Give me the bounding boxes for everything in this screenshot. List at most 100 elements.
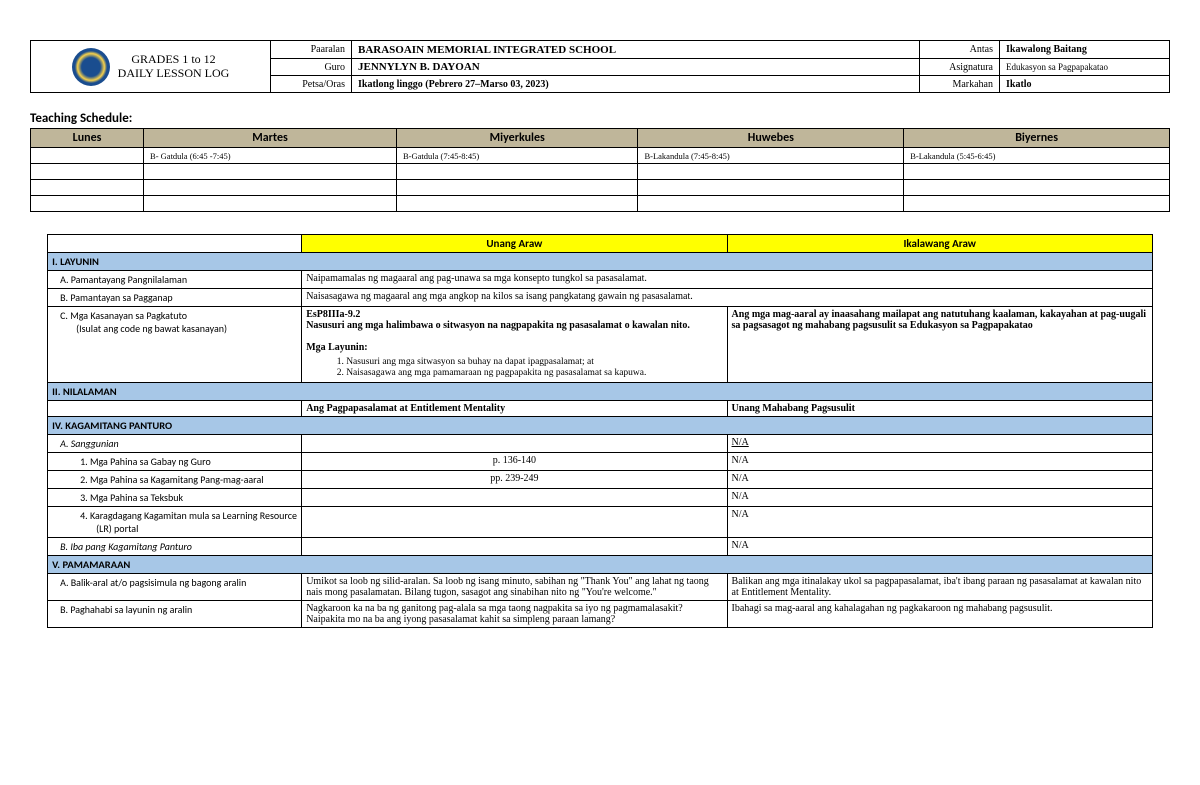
value-guro: JENNYLYN B. DAYOAN [351,58,919,75]
kagamitan-4-d2: N/A [727,507,1152,538]
sched-cell [638,164,904,180]
kagamitan-a-label: A. Sanggunian [48,435,302,453]
kagamitan-2-label: 2. Mga Pahina sa Kagamitang Pang-mag-aar… [48,471,302,489]
layunin-c-label-line2: (Isulat ang code ng bawat kasanayan) [76,322,227,335]
kagamitan-1-d1: p. 136-140 [302,453,727,471]
label-petsa: Petsa/Oras [271,75,351,92]
kagamitan-4-d1 [302,507,727,538]
section-pamamaraan-label: V. PAMAMARAAN [48,556,1153,574]
schedule-title: Teaching Schedule: [30,111,1170,126]
schedule-row [31,196,1170,212]
sched-h-lunes: Lunes [31,129,144,148]
row-kagamitan-a: A. Sanggunian N/A [48,435,1153,453]
kagamitan-b-d1 [302,538,727,556]
layunin-c-d1: EsP8IIIa-9.2 Nasusuri ang mga halimbawa … [302,307,727,383]
schedule-header-row: Lunes Martes Miyerkules Huwebes Biyernes [31,129,1170,148]
sched-h-huwebes: Huwebes [638,129,904,148]
nilalaman-d1: Ang Pagpapasalamat at Entitlement Mental… [302,401,727,417]
layunin-b-val: Naisasagawa ng magaaral ang mga angkop n… [302,289,1153,307]
sched-cell [31,180,144,196]
layunin-c-label: C. Mga Kasanayan sa Pagkatuto (Isulat an… [48,307,302,383]
pamamaraan-b-d2: Ibahagi sa mag-aaral ang kahalagahan ng … [727,601,1152,628]
label-guro: Guro [271,58,351,75]
kagamitan-2-d2: N/A [727,471,1152,489]
day-header-row: Unang Araw Ikalawang Araw [48,235,1153,253]
layunin-a-label: A. Pamantayang Pangnilalaman [48,271,302,289]
row-kagamitan-1: 1. Mga Pahina sa Gabay ng Guro p. 136-14… [48,453,1153,471]
kagamitan-b-d2: N/A [727,538,1152,556]
mga-layunin-heading: Mga Layunin: [306,342,367,353]
section-kagamitan-label: IV. KAGAMITANG PANTURO [48,417,1153,435]
kagamitan-1-d2: N/A [727,453,1152,471]
schedule-row [31,164,1170,180]
day2-header: Ikalawang Araw [727,235,1152,253]
row-layunin-c: C. Mga Kasanayan sa Pagkatuto (Isulat an… [48,307,1153,383]
sched-cell [397,196,638,212]
layunin-a-val: Naipamamalas ng magaaral ang pag-unawa s… [302,271,1153,289]
row-kagamitan-2: 2. Mga Pahina sa Kagamitang Pang-mag-aar… [48,471,1153,489]
kagamitan-3-d1 [302,489,727,507]
row-kagamitan-3: 3. Mga Pahina sa Teksbuk N/A [48,489,1153,507]
value-antas: Ikawalong Baitang [999,41,1169,58]
sched-cell [144,196,397,212]
section-pamamaraan: V. PAMAMARAAN [48,556,1153,574]
layunin-b-label: B. Pamantayan sa Pagganap [48,289,302,307]
row-kagamitan-4: 4. Karagdagang Kagamitan mula sa Learnin… [48,507,1153,538]
schedule-row [31,180,1170,196]
sched-cell [904,196,1170,212]
schedule-row: B- Gatdula (6:45 -7:45) B-Gatdula (7:45-… [31,148,1170,164]
kagamitan-3-label: 3. Mga Pahina sa Teksbuk [48,489,302,507]
sched-cell [638,196,904,212]
layunin-obj1: Nasusuri ang mga sitwasyon sa buhay na d… [346,357,722,367]
kagamitan-1-label: 1. Mga Pahina sa Gabay ng Guro [48,453,302,471]
empty-cell [48,235,302,253]
layunin-list: Nasusuri ang mga sitwasyon sa buhay na d… [346,357,722,378]
value-paaralan: BARASOAIN MEMORIAL INTEGRATED SCHOOL [351,41,919,58]
schedule-table: Lunes Martes Miyerkules Huwebes Biyernes… [30,128,1170,212]
label-markahan: Markahan [919,75,999,92]
layunin-c-code: EsP8IIIa-9.2 [306,309,360,320]
label-paaralan: Paaralan [271,41,351,58]
pamamaraan-a-d1: Umikot sa loob ng silid-aralan. Sa loob … [302,574,727,601]
kagamitan-a-d2: N/A [727,435,1152,453]
kagamitan-b-label: B. Iba pang Kagamitang Panturo [48,538,302,556]
document-header: GRADES 1 to 12 DAILY LESSON LOG Paaralan… [30,40,1170,93]
pamamaraan-b-d1: Nagkaroon ka na ba ng ganitong pag-alala… [302,601,727,628]
layunin-c-d2: Ang mga mag-aaral ay inaasahang mailapat… [727,307,1152,383]
sched-cell [904,180,1170,196]
pamamaraan-b-label: B. Paghahabi sa layunin ng aralin [48,601,302,628]
kagamitan-a-d1 [302,435,727,453]
row-kagamitan-b: B. Iba pang Kagamitang Panturo N/A [48,538,1153,556]
sched-cell [31,196,144,212]
section-layunin-label: I. LAYUNIN [48,253,1153,271]
row-layunin-b: B. Pamantayan sa Pagganap Naisasagawa ng… [48,289,1153,307]
pamamaraan-a-label: A. Balik-aral at/o pagsisimula ng bagong… [48,574,302,601]
sched-cell [638,180,904,196]
kagamitan-4-label: 4. Karagdagang Kagamitan mula sa Learnin… [48,507,302,538]
label-antas: Antas [919,41,999,58]
layunin-obj2: Naisasagawa ang mga pamamaraan ng pagpap… [346,368,722,378]
sched-cell [31,164,144,180]
sched-cell: B-Gatdula (7:45-8:45) [397,148,638,164]
sched-cell [397,164,638,180]
logo-title-cell: GRADES 1 to 12 DAILY LESSON LOG [31,41,271,92]
sched-cell: B-Lakandula (5:45-6:45) [904,148,1170,164]
school-seal-icon [72,48,110,86]
value-asignatura: Edukasyon sa Pagpapakatao [999,58,1169,75]
day1-header: Unang Araw [302,235,727,253]
layunin-c-label-line1: C. Mga Kasanayan sa Pagkatuto [60,309,187,322]
header-info-grid: Paaralan BARASOAIN MEMORIAL INTEGRATED S… [271,41,1169,92]
title-line2: DAILY LESSON LOG [118,67,230,80]
row-layunin-a: A. Pamantayang Pangnilalaman Naipamamala… [48,271,1153,289]
section-kagamitan: IV. KAGAMITANG PANTURO [48,417,1153,435]
section-layunin: I. LAYUNIN [48,253,1153,271]
sched-h-miyerkules: Miyerkules [397,129,638,148]
nilalaman-d2: Unang Mahabang Pagsusulit [727,401,1152,417]
sched-cell: B-Lakandula (7:45-8:45) [638,148,904,164]
sched-cell [31,148,144,164]
value-petsa: Ikatlong linggo (Pebrero 27–Marso 03, 20… [351,75,919,92]
sched-cell: B- Gatdula (6:45 -7:45) [144,148,397,164]
sched-cell [904,164,1170,180]
value-markahan: Ikatlo [999,75,1169,92]
nilalaman-empty [48,401,302,417]
